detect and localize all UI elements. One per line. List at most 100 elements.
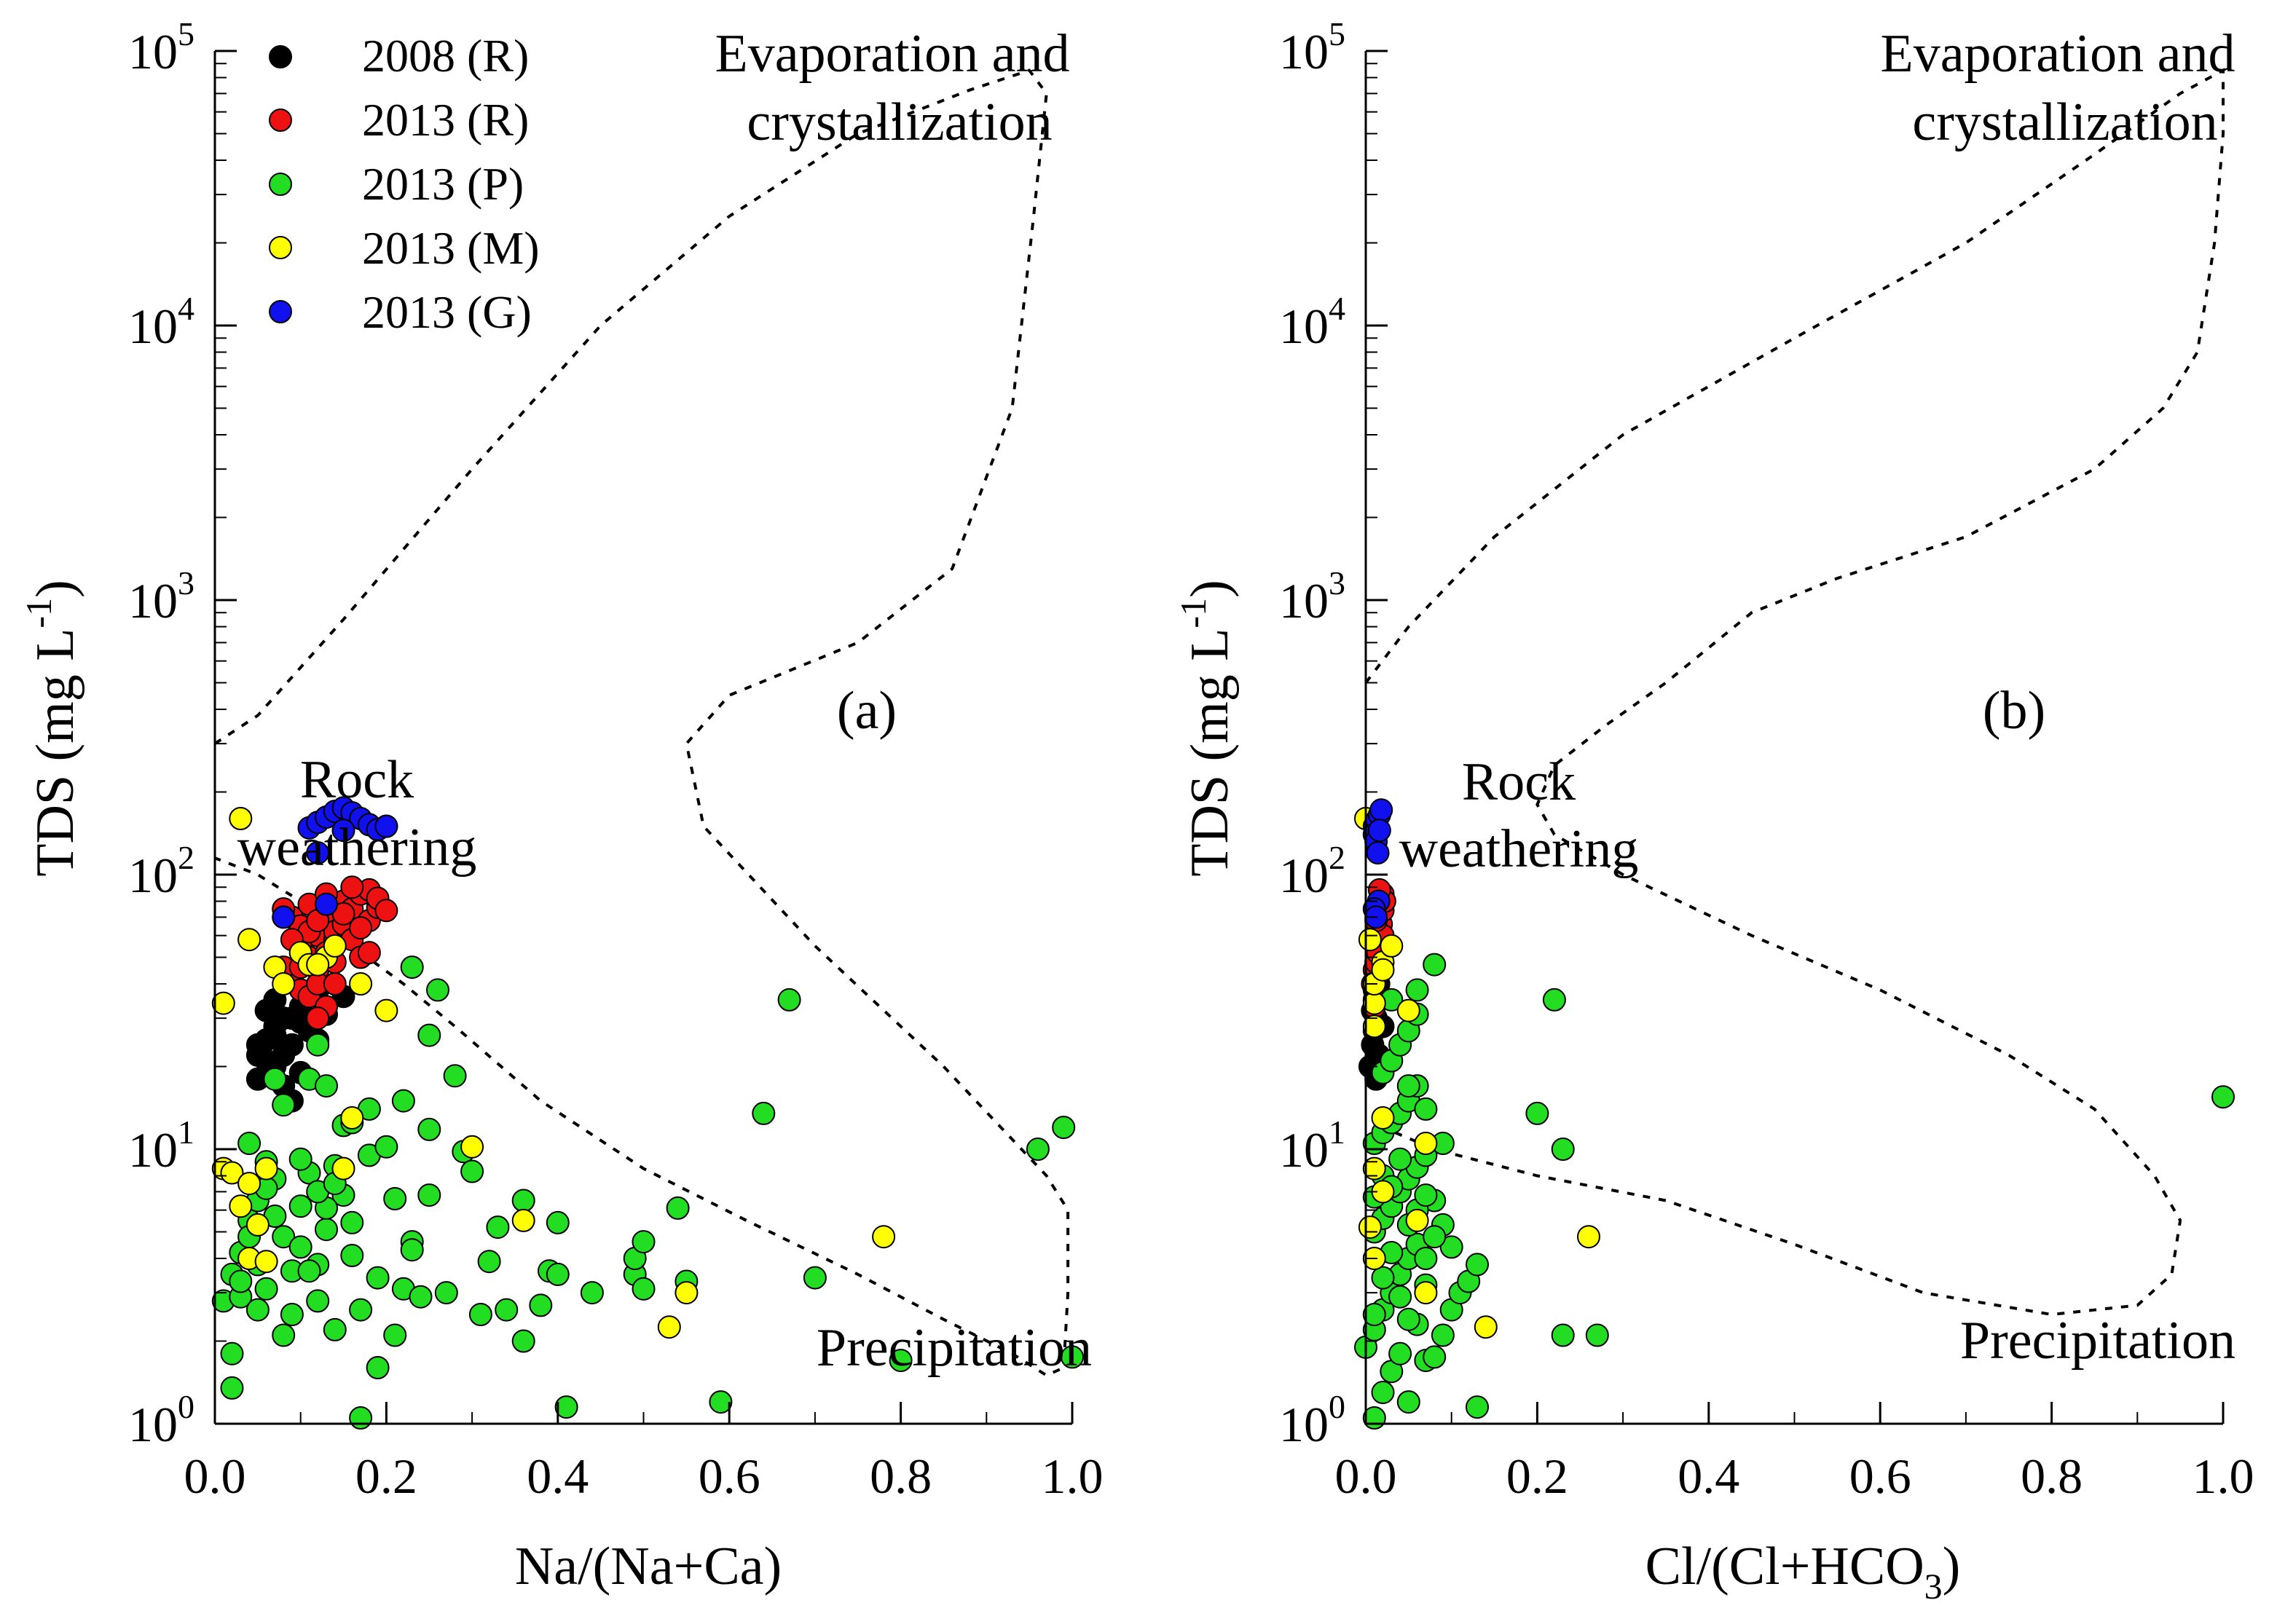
- point-P2013: [1371, 1266, 1395, 1290]
- point-G2013: [1369, 798, 1393, 822]
- point-R2013: [323, 972, 347, 996]
- precipitation-label-b: Precipitation: [1960, 1311, 2235, 1371]
- point-P2013: [529, 1293, 553, 1317]
- legend-marker-2013-m: [269, 236, 292, 259]
- point-P2013: [297, 1259, 321, 1283]
- evaporation-label-line1-b: Evaporation and: [1881, 24, 2235, 84]
- point-P2013: [417, 1183, 441, 1207]
- legend-item-2013-p: 2013 (P): [269, 158, 524, 210]
- boomerang-line: [213, 68, 1070, 1377]
- boomerang-line: [1364, 68, 2225, 1317]
- point-M2013: [511, 1208, 535, 1232]
- y-axis-label-b: TDS (mg L-1): [1173, 580, 1240, 877]
- point-R2013: [357, 941, 381, 965]
- point-P2013: [1439, 1235, 1463, 1259]
- point-P2013: [263, 1067, 287, 1091]
- point-M2013: [254, 1250, 278, 1274]
- y-tick-label-0: 100: [128, 1388, 194, 1452]
- point-P2013: [1585, 1323, 1609, 1347]
- point-R2013: [306, 1006, 330, 1030]
- rock-label-line1-b: Rock: [1462, 752, 1576, 812]
- legend-label-2013-m: 2013 (M): [362, 222, 540, 274]
- point-P2013: [245, 1298, 270, 1322]
- point-M2013: [1414, 1281, 1438, 1305]
- point-P2013: [306, 1289, 330, 1313]
- point-M2013: [1414, 1132, 1438, 1155]
- boomerang-envelope-b: [1364, 68, 2225, 1317]
- x-tick-label-1: 0.2: [355, 1448, 417, 1504]
- y-axis-label-a: TDS (mg L-1): [18, 580, 85, 877]
- point-M2013: [460, 1135, 484, 1159]
- point-P2013: [349, 1406, 373, 1430]
- point-P2013: [340, 1210, 364, 1234]
- point-M2013: [1371, 958, 1395, 982]
- y-tick-label-4: 104: [128, 290, 194, 354]
- point-P2013: [1362, 1303, 1386, 1326]
- x-tick-label-4: 0.8: [870, 1448, 932, 1504]
- point-P2013: [383, 1187, 407, 1210]
- point-M2013: [657, 1315, 681, 1339]
- point-P2013: [349, 1298, 373, 1322]
- point-P2013: [486, 1215, 510, 1239]
- point-M2013: [1358, 1215, 1382, 1239]
- panel-label-b: (b): [1983, 681, 2045, 741]
- point-M2013: [323, 934, 347, 958]
- point-P2013: [1026, 1138, 1050, 1161]
- boomerang-envelope-a: [213, 68, 1070, 1377]
- point-M2013: [331, 1156, 355, 1180]
- legend-label-2013-p: 2013 (P): [362, 158, 524, 210]
- point-P2013: [366, 1356, 390, 1379]
- legend: 2008 (R) 2013 (R) 2013 (P) 2013 (M) 2013…: [269, 30, 540, 338]
- point-P2013: [254, 1277, 278, 1301]
- y-tick-labels-a: 100 101 102 103 104 105: [128, 15, 194, 1452]
- point-P2013: [1551, 1138, 1575, 1161]
- point-P2013: [1052, 1116, 1076, 1140]
- point-P2013: [272, 1225, 296, 1249]
- point-P2013: [280, 1303, 304, 1326]
- point-P2013: [1388, 1341, 1412, 1365]
- point-M2013: [349, 972, 373, 996]
- panel-label-a: (a): [837, 681, 897, 741]
- point-P2013: [1423, 1225, 1447, 1249]
- point-P2013: [374, 1135, 398, 1159]
- legend-label-2013-r: 2013 (R): [362, 94, 529, 146]
- point-M2013: [272, 972, 296, 996]
- legend-item-2013-g: 2013 (G): [269, 286, 532, 338]
- point-P2013: [546, 1210, 570, 1234]
- x-tick-labels-a: 0.0 0.2 0.4 0.6 0.8 1.0: [184, 1448, 1104, 1504]
- point-P2013: [272, 1093, 296, 1117]
- point-P2013: [2211, 1085, 2235, 1109]
- y-tick-label-2: 102: [128, 839, 194, 903]
- point-P2013: [1371, 1381, 1395, 1404]
- point-P2013: [383, 1323, 407, 1347]
- axes-a: [213, 50, 1074, 1425]
- point-P2013: [1405, 978, 1429, 1002]
- point-P2013: [400, 955, 424, 979]
- y-tick-label-4: 104: [1279, 290, 1345, 354]
- point-P2013: [554, 1395, 578, 1419]
- point-P2013: [288, 1147, 312, 1171]
- scatter-points-a: [211, 796, 1084, 1430]
- point-P2013: [220, 1341, 244, 1365]
- point-P2013: [229, 1269, 253, 1293]
- precipitation-label-a: Precipitation: [817, 1318, 1092, 1378]
- rock-label-line2-a: weathering: [237, 818, 477, 878]
- point-P2013: [220, 1376, 244, 1400]
- point-M2013: [1358, 928, 1382, 952]
- axes-b: [1364, 50, 2225, 1425]
- point-G2013: [315, 892, 338, 916]
- y-tick-label-5: 105: [128, 15, 194, 79]
- y-tick-label-3: 103: [128, 564, 194, 628]
- point-P2013: [546, 1262, 570, 1286]
- point-P2013: [1414, 1097, 1438, 1121]
- point-P2013: [323, 1317, 347, 1341]
- point-P2013: [803, 1266, 827, 1290]
- x-tick-label-5: 1.0: [2193, 1448, 2254, 1504]
- x-tick-label-5: 1.0: [1042, 1448, 1104, 1504]
- point-P2013: [468, 1303, 492, 1326]
- point-M2013: [1405, 1208, 1429, 1232]
- point-P2013: [889, 1349, 913, 1373]
- point-P2013: [1542, 988, 1566, 1012]
- point-M2013: [1362, 1014, 1386, 1038]
